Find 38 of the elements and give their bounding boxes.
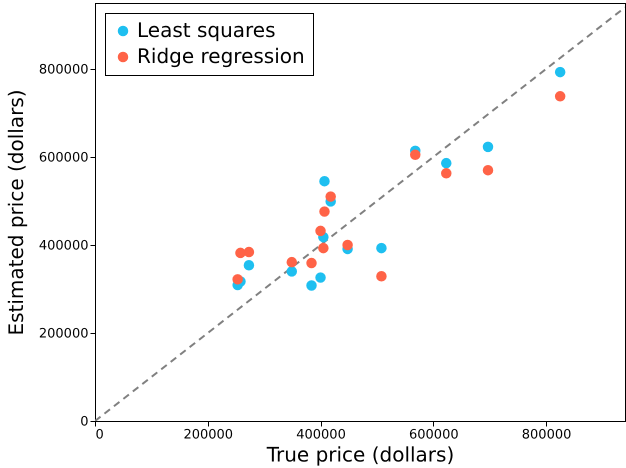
- point: [306, 258, 317, 268]
- point: [315, 226, 326, 236]
- point: [441, 168, 452, 179]
- y-tick-label: 200000: [38, 326, 88, 342]
- point: [315, 272, 326, 283]
- point: [319, 206, 330, 217]
- point: [376, 242, 387, 254]
- x-tick-label: 400000: [296, 428, 346, 442]
- y-tick-label: 400000: [38, 238, 88, 254]
- legend-label: Least squares: [137, 18, 276, 42]
- point: [319, 176, 330, 186]
- point: [342, 240, 353, 250]
- point: [286, 266, 298, 277]
- legend-label: Ridge regression: [137, 44, 305, 68]
- point: [410, 150, 420, 160]
- x-tick-label: 600000: [408, 428, 459, 442]
- point: [235, 248, 246, 258]
- x-axis-title: True price (dollars): [266, 442, 454, 466]
- y-tick-label: 600000: [38, 150, 88, 166]
- point: [554, 66, 566, 78]
- point: [306, 280, 317, 291]
- point: [482, 142, 494, 152]
- point: [244, 260, 254, 270]
- point: [554, 91, 566, 102]
- y-tick-label: 0: [80, 414, 88, 430]
- point: [376, 271, 387, 282]
- point: [482, 164, 494, 176]
- y-axis-title: Estimated price (dollars): [4, 89, 28, 336]
- point: [286, 256, 298, 268]
- point: [441, 158, 452, 168]
- point: [232, 274, 243, 285]
- x-tick-label: 0: [96, 428, 104, 442]
- point: [318, 242, 329, 254]
- y-tick-label: 800000: [38, 62, 88, 78]
- point: [325, 191, 336, 202]
- x-tick-label: 200000: [183, 428, 234, 442]
- point: [244, 246, 254, 258]
- x-tick-label: 800000: [522, 428, 572, 442]
